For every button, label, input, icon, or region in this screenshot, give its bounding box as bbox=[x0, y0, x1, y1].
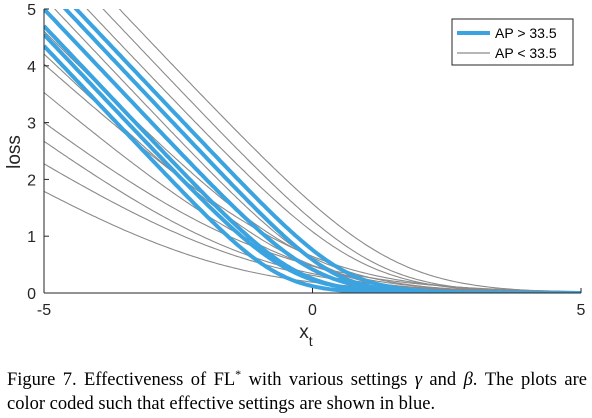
caption-beta: β bbox=[463, 370, 473, 391]
figure-caption: Figure 7. Effectiveness of FL* with vari… bbox=[7, 362, 587, 416]
curve-ap-high-4 bbox=[44, 24, 581, 293]
y-tick-label: 4 bbox=[27, 59, 36, 76]
y-axis-label: loss bbox=[4, 135, 25, 169]
x-axis-label-subscript: t bbox=[309, 333, 313, 349]
legend-label-ap-high: AP > 33.5 bbox=[495, 25, 557, 41]
caption-superscript: * bbox=[235, 367, 242, 381]
x-tick-label: -5 bbox=[37, 302, 51, 319]
caption-prefix: Figure 7. Effectiveness of FL bbox=[7, 370, 236, 391]
caption-middle: with various settings bbox=[241, 370, 415, 391]
x-axis-label-main: x bbox=[299, 322, 309, 343]
legend-label-ap-low: AP < 33.5 bbox=[495, 45, 557, 61]
caption-and: and bbox=[422, 370, 464, 391]
caption-suffix: . The plots are color coded such that ef… bbox=[7, 370, 587, 415]
legend-box bbox=[451, 18, 574, 66]
curve-ap-low-11 bbox=[44, 163, 581, 293]
legend: AP > 33.5 AP < 33.5 bbox=[451, 18, 574, 66]
y-tick-label: 0 bbox=[27, 286, 36, 303]
curve-ap-high-6 bbox=[44, 44, 581, 293]
y-tick-label: 1 bbox=[27, 229, 36, 246]
x-tick-label: 5 bbox=[577, 302, 586, 319]
caption-gamma: γ bbox=[414, 370, 423, 391]
x-tick-label: 0 bbox=[308, 302, 317, 319]
curve-ap-low-8 bbox=[44, 92, 581, 293]
x-axis-label: xt bbox=[299, 322, 313, 349]
y-tick-label: 3 bbox=[27, 116, 36, 133]
y-tick-label: 2 bbox=[27, 172, 36, 189]
curve-ap-low-9 bbox=[44, 122, 581, 293]
y-tick-label: 5 bbox=[27, 2, 36, 19]
curve-ap-low-1 bbox=[118, 9, 581, 293]
